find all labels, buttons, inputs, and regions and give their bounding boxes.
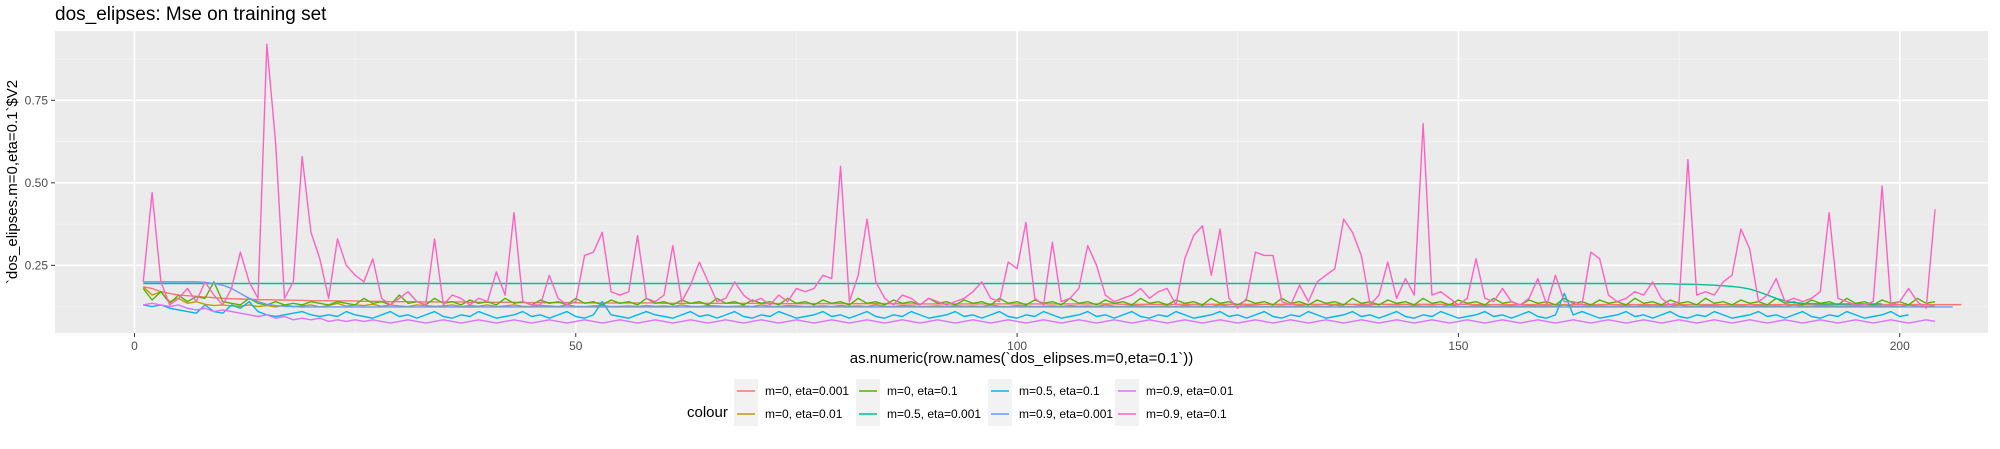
legend-label: m=0, eta=0.1 [887, 384, 958, 398]
legend-label: m=0.9, eta=0.001 [1019, 407, 1113, 421]
legend-label: m=0.9, eta=0.01 [1146, 384, 1234, 398]
legend: colour m=0, eta=0.001 m=0, eta=0.01 m=0, e… [687, 379, 1234, 426]
series-line-5 [143, 292, 1909, 319]
legend-label: m=0.5, eta=0.001 [887, 407, 981, 421]
series-line-8 [142, 43, 1936, 309]
series-line-4 [143, 282, 1883, 305]
y-tick-label: 0.75 [25, 93, 49, 107]
legend-label: m=0.5, eta=0.1 [1019, 384, 1100, 398]
grid-major [55, 31, 1988, 333]
x-axis-title: as.numeric(row.names(`dos_elipses.m=0,et… [850, 350, 1193, 367]
y-axis: 0.25 0.50 0.75 [25, 93, 55, 272]
series-lines [142, 43, 1962, 324]
y-tick-label: 0.25 [25, 258, 49, 272]
chart-title: dos_elipses: Mse on training set [55, 4, 327, 25]
legend-label: m=0.9, eta=0.1 [1146, 407, 1227, 421]
legend-label: m=0, eta=0.01 [765, 407, 843, 421]
plot-panel [55, 31, 1988, 333]
x-tick-label: 150 [1448, 339, 1468, 353]
x-tick-label: 100 [1007, 339, 1027, 353]
x-tick-label: 0 [131, 339, 138, 353]
x-tick-label: 200 [1890, 339, 1910, 353]
x-tick-label: 50 [569, 339, 583, 353]
legend-label: m=0, eta=0.001 [765, 384, 849, 398]
x-axis: 0 50 100 150 200 [131, 333, 1910, 353]
series-line-6 [143, 281, 1953, 308]
legend-title: colour [687, 404, 728, 421]
y-tick-label: 0.50 [25, 176, 49, 190]
series-line-7 [143, 302, 1936, 324]
y-axis-title: `dos_elipses.m=0,eta=0.1`$V2 [4, 80, 21, 284]
